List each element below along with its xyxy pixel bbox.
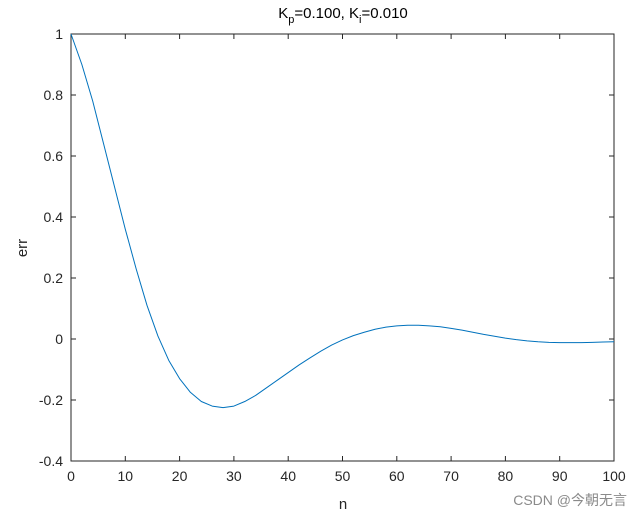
x-tick-label: 70	[443, 468, 459, 484]
x-tick-label: 80	[498, 468, 514, 484]
x-tick-label: 30	[226, 468, 242, 484]
plot-area	[70, 33, 615, 462]
x-tick-label: 0	[67, 468, 75, 484]
y-tick-label: -0.2	[39, 392, 63, 408]
y-tick-label: 0.4	[44, 209, 64, 225]
x-tick-label: 50	[335, 468, 351, 484]
y-tick-label: 0.6	[44, 148, 64, 164]
x-tick-label: 90	[552, 468, 568, 484]
y-tick-label: -0.4	[39, 453, 63, 469]
x-tick-label: 40	[280, 468, 296, 484]
x-axis-label: n	[339, 496, 347, 513]
series-line	[70, 33, 615, 409]
x-tick-label: 60	[389, 468, 405, 484]
y-axis-label: err	[14, 239, 31, 257]
watermark: CSDN @今朝无言	[513, 492, 627, 508]
series-layer	[70, 33, 615, 409]
y-tick-label: 0	[55, 331, 63, 347]
x-tick-label: 10	[118, 468, 134, 484]
chart-title: Kp=0.100, Ki=0.010	[278, 5, 408, 26]
y-tick-label: 1	[55, 26, 63, 42]
axis-ticks: 0 10 20 30 40 50 60 70 80 90 100 -0.4 -0.2 0 0.2 0.4 0.6…	[39, 26, 626, 484]
y-tick-label: 0.2	[44, 270, 64, 286]
y-tick-label: 0.8	[44, 87, 64, 103]
x-tick-label: 20	[172, 468, 188, 484]
x-tick-label: 100	[602, 468, 626, 484]
